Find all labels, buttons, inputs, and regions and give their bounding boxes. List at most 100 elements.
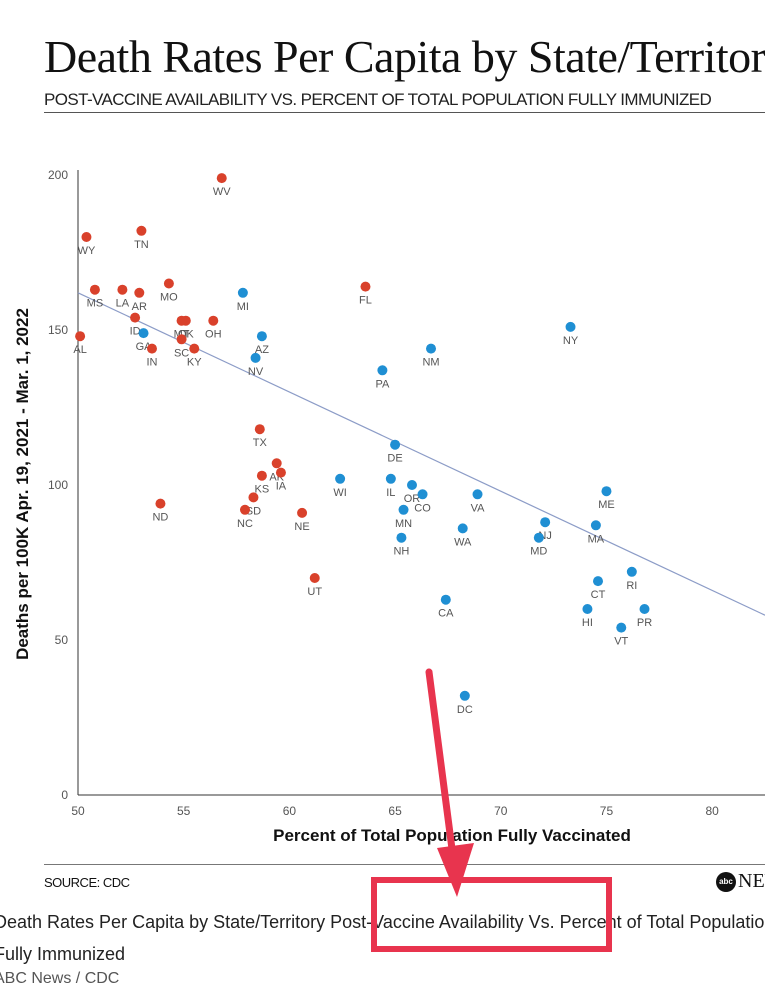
data-point-fl xyxy=(360,281,371,292)
point-label-va: VA xyxy=(471,502,486,514)
point-label-hi: HI xyxy=(582,617,593,629)
data-point-ky xyxy=(189,343,200,354)
data-point-nj xyxy=(540,517,551,528)
point-label-mn: MN xyxy=(395,518,412,530)
data-point-nv xyxy=(250,352,261,363)
chart-subtitle: POST-VACCINE AVAILABILITY VS. PERCENT OF… xyxy=(44,90,712,109)
data-point-mi xyxy=(237,287,248,298)
point-label-sc: SC xyxy=(174,347,189,359)
data-point-va xyxy=(472,489,483,500)
point-label-id: ID xyxy=(130,326,141,338)
data-point-il xyxy=(385,473,396,484)
point-label-il: IL xyxy=(386,487,395,499)
data-point-wi xyxy=(335,473,346,484)
data-point-ri xyxy=(626,566,637,577)
data-point-me xyxy=(601,486,612,497)
data-point-la xyxy=(117,284,128,295)
data-points: WVWYTNMSLAARMOIDOKMTOHALGASCKYINMIAZNVFL… xyxy=(73,173,652,716)
data-point-ne xyxy=(297,507,308,518)
y-axis-label: Deaths per 100K Apr. 19, 2021 - Mar. 1, … xyxy=(13,308,32,660)
data-point-wv xyxy=(216,173,227,184)
point-label-ar: AR xyxy=(132,301,147,313)
point-label-pr: PR xyxy=(637,617,652,629)
point-label-nm: NM xyxy=(422,357,439,369)
x-tick-label: 50 xyxy=(71,804,85,818)
data-point-tx xyxy=(254,424,265,435)
data-point-az xyxy=(256,331,267,342)
image-caption: Death Rates Per Capita by State/Territor… xyxy=(0,906,765,970)
point-label-ms: MS xyxy=(87,298,104,310)
point-label-wi: WI xyxy=(333,487,346,499)
data-point-sd xyxy=(248,492,259,503)
data-point-ca xyxy=(440,594,451,605)
data-point-ms xyxy=(89,284,100,295)
point-label-pa: PA xyxy=(375,378,390,390)
point-label-ma: MA xyxy=(588,533,605,545)
data-point-mo xyxy=(163,278,174,289)
data-point-ny xyxy=(565,321,576,332)
point-label-az: AZ xyxy=(255,344,269,356)
point-label-nc: NC xyxy=(237,518,253,530)
data-point-mn xyxy=(398,504,409,515)
x-tick-label: 55 xyxy=(177,804,191,818)
point-label-de: DE xyxy=(387,453,402,465)
data-point-pr xyxy=(639,604,650,614)
data-point-dc xyxy=(459,690,470,701)
data-point-ks xyxy=(256,470,267,481)
point-label-wy: WY xyxy=(78,245,96,257)
annotation-highlight-box xyxy=(371,877,612,952)
y-tick-label: 150 xyxy=(48,323,68,337)
data-point-tn xyxy=(136,225,147,236)
point-label-oh: OH xyxy=(205,329,222,341)
point-label-in: IN xyxy=(146,357,157,369)
data-point-de xyxy=(390,439,401,450)
caption-part-2: Vs. Percent of Total Population Fully Im… xyxy=(0,912,765,964)
data-point-hi xyxy=(582,604,593,614)
data-point-ia xyxy=(275,467,286,478)
y-tick-label: 50 xyxy=(55,633,69,647)
point-label-tn: TN xyxy=(134,239,149,251)
data-point-or xyxy=(406,480,417,490)
data-point-ak xyxy=(271,458,282,469)
point-label-la: LA xyxy=(116,298,130,310)
point-label-nh: NH xyxy=(393,546,409,558)
point-label-wa: WA xyxy=(454,536,472,548)
data-point-co xyxy=(417,489,428,500)
data-point-wy xyxy=(81,232,92,242)
point-label-dc: DC xyxy=(457,704,473,716)
image-credit: ABC News / CDC xyxy=(0,970,120,987)
data-point-ut xyxy=(309,573,320,583)
point-label-md: MD xyxy=(530,546,547,558)
point-label-ia: IA xyxy=(276,481,287,493)
data-point-nd xyxy=(155,498,166,509)
y-tick-label: 0 xyxy=(61,788,68,802)
data-point-ct xyxy=(593,576,604,587)
caption-part-1: Death Rates Per Capita by State/Territor… xyxy=(0,912,331,932)
point-label-or: OR xyxy=(404,493,421,505)
data-point-ga xyxy=(138,328,149,339)
data-point-nh xyxy=(396,532,407,543)
y-tick-label: 100 xyxy=(48,478,68,492)
abc-news-logo: abc NEWS xyxy=(716,870,765,893)
point-label-tx: TX xyxy=(253,437,268,449)
point-label-mo: MO xyxy=(160,292,178,304)
point-label-wv: WV xyxy=(213,186,231,198)
data-point-wa xyxy=(457,523,468,534)
point-label-mi: MI xyxy=(237,301,249,313)
x-tick-label: 75 xyxy=(600,804,614,818)
point-label-ny: NY xyxy=(563,335,579,347)
point-label-ca: CA xyxy=(438,608,454,620)
x-tick-label: 60 xyxy=(283,804,297,818)
data-point-ar xyxy=(134,287,145,298)
x-tick-label: 65 xyxy=(388,804,402,818)
x-tick-label: 70 xyxy=(494,804,508,818)
y-tick-label: 200 xyxy=(48,168,68,182)
data-point-nc xyxy=(239,504,250,515)
point-label-fl: FL xyxy=(359,295,372,307)
data-point-nm xyxy=(426,343,437,354)
point-label-me: ME xyxy=(598,499,615,511)
point-label-nv: NV xyxy=(248,366,264,378)
x-tick-label: 80 xyxy=(705,804,719,818)
data-point-mt xyxy=(176,315,187,326)
